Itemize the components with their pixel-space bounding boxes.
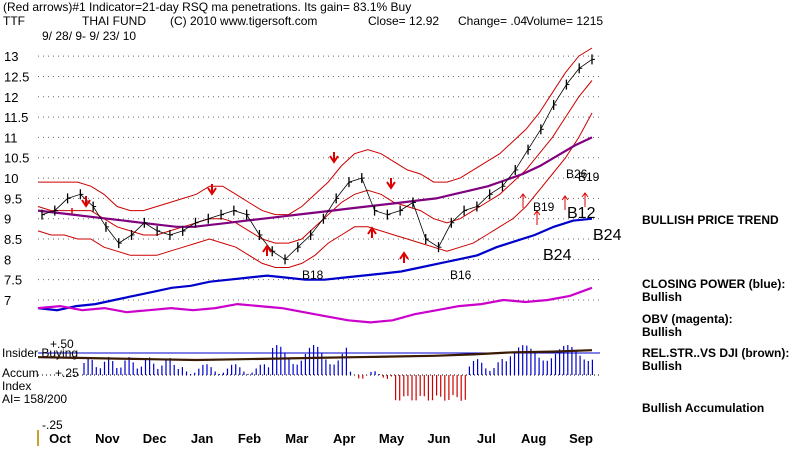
sell-arrow-icon bbox=[81, 196, 91, 208]
series-line bbox=[37, 136, 593, 228]
x-tick-label: May bbox=[379, 431, 405, 446]
annotation-b24-lower: B24 bbox=[543, 247, 572, 264]
x-tick-label: Jan bbox=[191, 431, 213, 446]
y-tick-label: 8 bbox=[4, 252, 11, 267]
annotation-b19-left: B19 bbox=[533, 200, 555, 214]
annotation-b18: B18 bbox=[302, 268, 324, 282]
series-line bbox=[37, 112, 593, 268]
x-tick-label: Jul bbox=[477, 431, 496, 446]
label-p50: +.50 bbox=[50, 337, 74, 351]
buy-arrow-icon bbox=[561, 195, 569, 210]
series-line bbox=[37, 80, 593, 244]
series-lines bbox=[37, 47, 593, 362]
y-tick-label: 8.5 bbox=[4, 232, 22, 247]
annotation-b19-right: B19 bbox=[578, 170, 600, 184]
annotation-b12: B12 bbox=[567, 205, 596, 222]
sell-arrow-icon bbox=[207, 184, 217, 196]
y-tick-label: 11 bbox=[4, 130, 18, 145]
x-tick-label: Mar bbox=[285, 431, 308, 446]
x-tick-label: Feb bbox=[238, 431, 261, 446]
x-tick-label: Aug bbox=[521, 431, 546, 446]
label-accum: Accum bbox=[2, 366, 39, 380]
x-tick-label: Jun bbox=[427, 431, 450, 446]
obv-title: OBV (magenta): bbox=[642, 312, 733, 326]
buy-arrow-icon bbox=[367, 226, 377, 238]
x-tick-label: Dec bbox=[143, 431, 167, 446]
trend-label: BULLISH PRICE TREND bbox=[642, 213, 779, 227]
closing-power-value: Bullish bbox=[642, 290, 682, 304]
price-line bbox=[41, 59, 593, 260]
x-tick-label: Nov bbox=[95, 431, 120, 446]
accumulation-label: Bullish Accumulation bbox=[642, 401, 764, 415]
series-line bbox=[37, 217, 593, 312]
label-ai: AI= 158/200 bbox=[2, 392, 67, 406]
x-axis-labels: Oct Nov Dec Jan Feb Mar Apr May Jun Jul Aug Sep bbox=[49, 431, 593, 446]
x-tick-label: Sep bbox=[569, 431, 593, 446]
series-line bbox=[37, 286, 593, 324]
buy-arrow-icon bbox=[519, 193, 527, 208]
obv-value: Bullish bbox=[642, 325, 682, 339]
signal-arrows bbox=[71, 152, 589, 263]
rel-str-title: REL.STR..VS DJI (brown): bbox=[642, 346, 789, 360]
header-change: Change= .04 bbox=[458, 14, 527, 28]
sell-arrow-icon bbox=[329, 152, 339, 164]
y-tick-label: 13 bbox=[4, 49, 18, 64]
y-tick-label: 7 bbox=[4, 293, 11, 308]
header-copyright: (C) 2010 www.tigersoft.com bbox=[170, 14, 317, 28]
y-tick-label: 11.5 bbox=[4, 110, 28, 125]
x-tick-label: Apr bbox=[333, 431, 355, 446]
price-bars bbox=[41, 54, 595, 265]
series-line bbox=[38, 47, 593, 216]
label-index: Index bbox=[2, 379, 31, 393]
header-name: THAI FUND bbox=[82, 14, 146, 28]
y-tick-label: 10.5 bbox=[4, 151, 29, 166]
gridlines bbox=[38, 55, 600, 301]
annotation-b24-upper: B24 bbox=[593, 227, 622, 244]
label-m25: -.25 bbox=[42, 418, 63, 432]
sell-arrow-icon bbox=[386, 178, 396, 190]
buy-arrow-icon bbox=[262, 244, 272, 256]
y-tick-label: 12.5 bbox=[4, 69, 29, 84]
y-tick-label: 10 bbox=[4, 171, 18, 186]
x-tick-label: Oct bbox=[49, 431, 71, 446]
buy-arrow-icon bbox=[399, 251, 409, 263]
closing-power-title: CLOSING POWER (blue): bbox=[642, 277, 785, 291]
y-axis-labels: 7 7.5 8 8.5 9 9.5 10 10.5 11 11.5 12 12.5 13 bbox=[4, 49, 29, 308]
buy-arrow-icon bbox=[533, 210, 541, 225]
buy-arrow-icon bbox=[581, 192, 589, 207]
annotation-b26: B26 bbox=[566, 167, 588, 181]
header-date-range: 9/ 28/ 9- 9/ 23/ 10 bbox=[42, 29, 136, 43]
y-tick-label: 9.5 bbox=[4, 191, 22, 206]
annotation-b16: B16 bbox=[450, 268, 472, 282]
header-volume: Volume= 1215 bbox=[526, 14, 603, 28]
label-p25: +.25 bbox=[55, 366, 79, 380]
header-close: Close= 12.92 bbox=[368, 14, 439, 28]
accum-histogram bbox=[83, 345, 594, 401]
y-tick-label: 12 bbox=[4, 90, 18, 105]
y-tick-label: 9 bbox=[4, 212, 11, 227]
series-line bbox=[37, 349, 593, 362]
header-indicator: (Red arrows)#1 Indicator=21-day RSQ ma p… bbox=[3, 0, 411, 14]
y-tick-label: 7.5 bbox=[4, 273, 22, 288]
header-ticker: TTF bbox=[3, 14, 25, 28]
rel-str-value: Bullish bbox=[642, 359, 682, 373]
